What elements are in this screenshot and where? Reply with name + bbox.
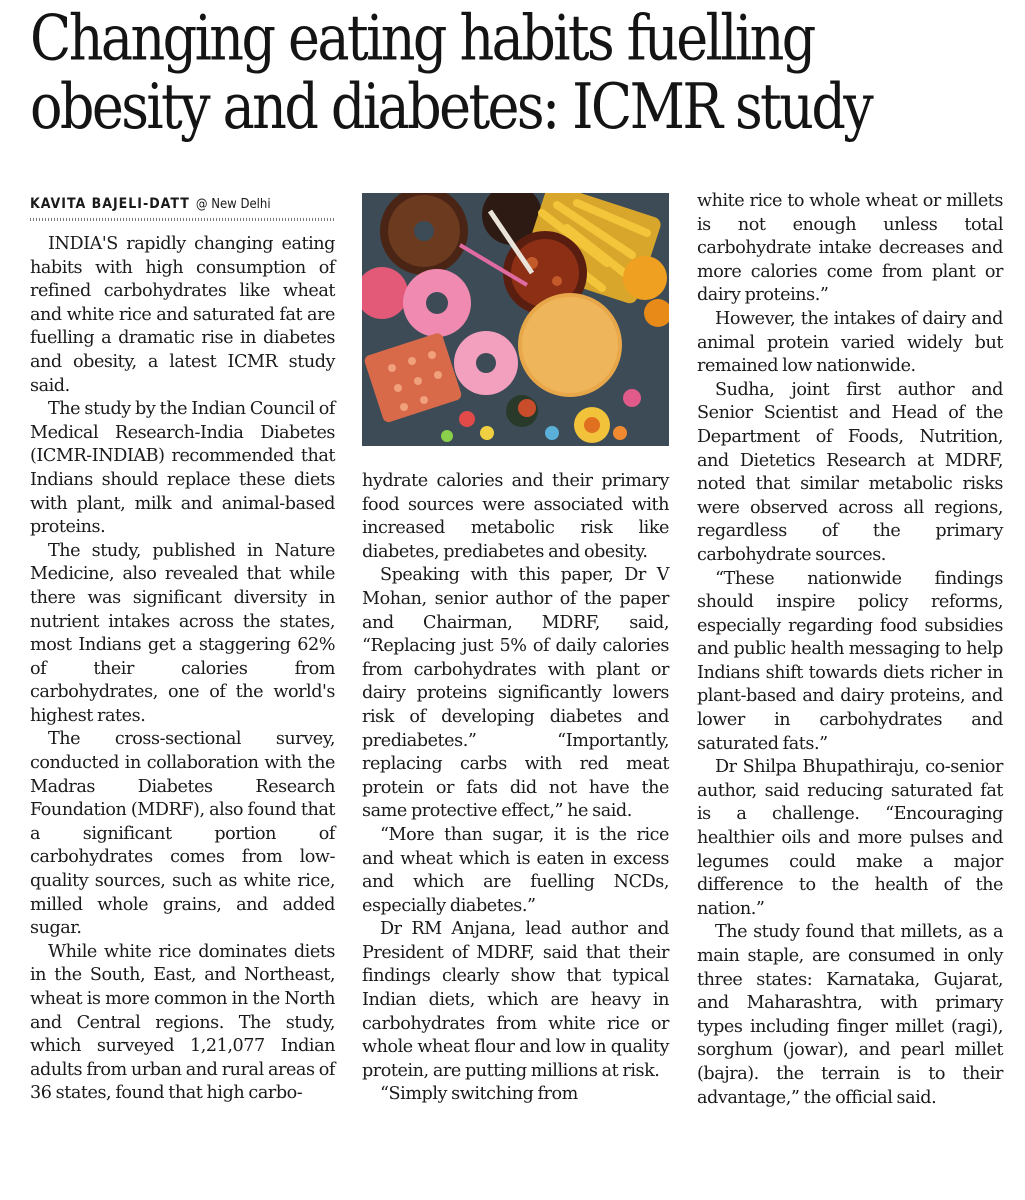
paragraph: “More than sugar, it is the rice and whe… xyxy=(362,824,669,916)
byline: KAVITA BAJELI-DATT @ New Delhi xyxy=(30,196,335,221)
byline-rule xyxy=(30,218,335,221)
paragraph: Dr Shilpa Bhupathiraju, co-senior author… xyxy=(697,757,1003,919)
paragraph: The cross-sectional survey, conducted in… xyxy=(30,729,335,939)
paragraph: “These nationwide findings should inspir… xyxy=(697,568,1003,754)
paragraph: While white rice dominates diets in the … xyxy=(30,941,335,1104)
headline: Changing eating habits fuelling obesity … xyxy=(30,1,874,144)
paragraph: white rice to whole wheat or millets is … xyxy=(697,191,1003,306)
paragraph: Speaking with this paper, Dr V Mohan, se… xyxy=(362,565,669,822)
article-column-3: white rice to whole wheat or millets is … xyxy=(697,190,1003,1110)
article-column-2: hydrate calories and their primary food … xyxy=(362,470,669,1107)
paragraph: The study found that millets, as a main … xyxy=(697,922,1003,1108)
byline-location: @ New Delhi xyxy=(195,197,271,212)
paragraph: INDIA'S rapidly changing eating habits w… xyxy=(30,234,335,396)
article-column-1: INDIA'S rapidly changing eating habits w… xyxy=(30,233,335,1106)
byline-author: KAVITA BAJELI-DATT xyxy=(30,196,190,212)
junk-food-illustration xyxy=(362,193,669,446)
paragraph: Dr RM Anjana, lead author and President … xyxy=(362,919,669,1081)
paragraph: The study, published in Nature Medicine,… xyxy=(30,540,335,726)
paragraph: However, the intakes of dairy and animal… xyxy=(697,308,1003,377)
paragraph: The study by the Indian Council of Medic… xyxy=(30,399,335,538)
food-photo xyxy=(362,193,669,446)
paragraph: hydrate calories and their primary food … xyxy=(362,471,669,562)
paragraph: Sudha, joint first author and Senior Sci… xyxy=(697,379,1003,565)
paragraph: “Simply switching from xyxy=(380,1084,578,1105)
